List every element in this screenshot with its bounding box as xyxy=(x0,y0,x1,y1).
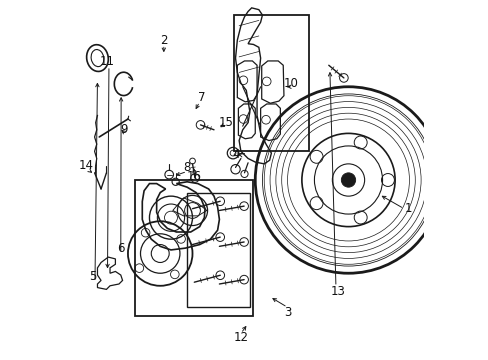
Bar xyxy=(135,180,253,316)
Text: 2: 2 xyxy=(160,33,167,47)
Bar xyxy=(233,15,308,151)
Text: 3: 3 xyxy=(283,306,291,319)
Text: 13: 13 xyxy=(329,285,345,298)
Text: 14: 14 xyxy=(79,159,93,172)
Text: 11: 11 xyxy=(100,55,115,68)
Text: 16: 16 xyxy=(186,170,202,183)
Text: 5: 5 xyxy=(89,270,97,283)
Text: 9: 9 xyxy=(121,123,128,136)
Text: 15: 15 xyxy=(219,116,234,129)
Text: 6: 6 xyxy=(117,242,124,255)
Text: 4: 4 xyxy=(232,148,240,161)
Text: 10: 10 xyxy=(283,77,298,90)
Text: 12: 12 xyxy=(233,331,248,344)
Circle shape xyxy=(341,173,355,187)
Text: 7: 7 xyxy=(197,91,205,104)
Bar xyxy=(187,193,249,307)
Text: 1: 1 xyxy=(404,202,412,215)
Text: 8: 8 xyxy=(183,161,190,174)
